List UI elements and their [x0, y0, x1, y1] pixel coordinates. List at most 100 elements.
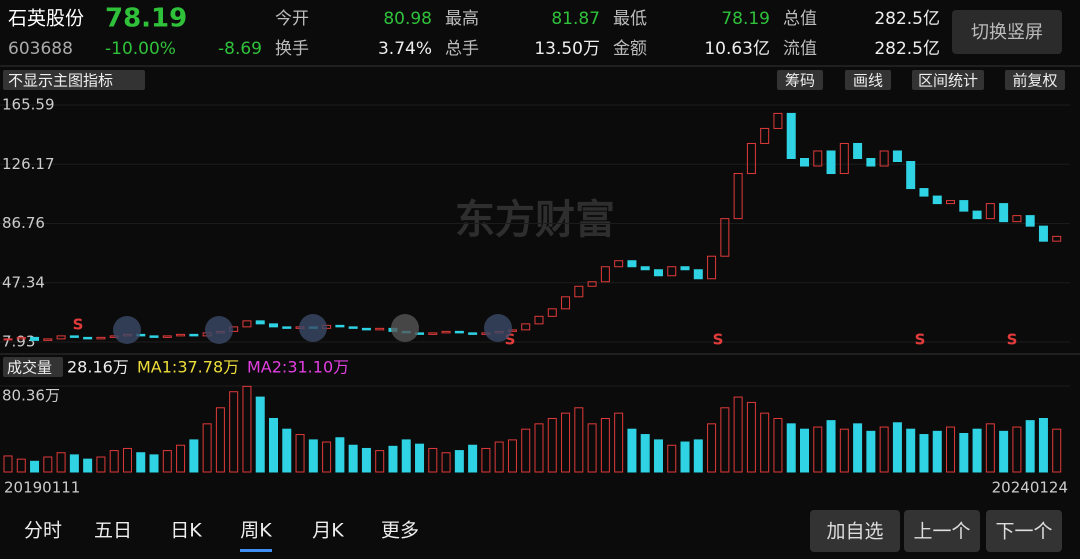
candle: [919, 188, 929, 197]
volume-bar: [507, 439, 517, 473]
volume-bar: [1052, 428, 1062, 473]
indicator-select[interactable]: [3, 70, 145, 90]
candle: [534, 315, 544, 325]
volume-bar: [733, 396, 743, 473]
action-button[interactable]: [810, 510, 900, 552]
volume-bar: [136, 452, 146, 473]
candle: [574, 285, 584, 298]
candle: [959, 200, 969, 212]
candle: [375, 327, 385, 331]
volume-bar: [932, 430, 942, 473]
volume-bar: [282, 428, 292, 473]
volume-bar: [43, 456, 53, 473]
candle: [667, 266, 677, 277]
candle: [348, 326, 358, 329]
candle: [69, 335, 79, 338]
volume-bar: [3, 455, 13, 473]
candle: [468, 332, 478, 335]
stat-label: 总值: [783, 9, 817, 29]
volume-bar: [30, 460, 40, 473]
candle: [441, 330, 451, 334]
volume-bar: [361, 447, 371, 473]
candle: [1038, 225, 1048, 242]
volume-select[interactable]: [3, 357, 63, 377]
volume-bar: [335, 437, 345, 473]
volume-bar: [96, 456, 106, 473]
candle: [760, 127, 770, 144]
stat-value: 282.5亿: [874, 9, 940, 29]
event-icon[interactable]: [391, 314, 419, 342]
tab[interactable]: 更多: [381, 520, 419, 542]
volume-bar: [454, 450, 464, 473]
tab[interactable]: 周K: [240, 520, 272, 542]
volume-bar: [720, 407, 730, 473]
volume-bar: [707, 423, 717, 473]
volume-bar: [308, 439, 318, 473]
candle: [587, 281, 597, 287]
volume-bar: [16, 458, 26, 473]
volume-bar: [481, 447, 491, 473]
toolbar-button[interactable]: [777, 70, 823, 90]
y-tick-label: 86.76: [2, 214, 45, 232]
event-icon[interactable]: [484, 314, 512, 342]
candle: [282, 326, 292, 329]
candle: [547, 308, 557, 317]
candle: [43, 338, 53, 341]
stat-value: 80.98: [383, 9, 432, 29]
event-icon[interactable]: [113, 316, 141, 344]
stat-value: 3.74%: [378, 39, 432, 59]
action-button[interactable]: [904, 510, 980, 552]
volume-bar: [866, 430, 876, 473]
volume-bar: [295, 434, 305, 473]
signal: S: [713, 331, 724, 349]
volume-bar: [853, 423, 863, 473]
volume-bar: [547, 417, 557, 473]
stat-label: 金额: [613, 39, 647, 59]
volume-current: 28.16万: [67, 358, 129, 377]
volume-bar: [627, 428, 637, 473]
tab[interactable]: 月K: [312, 520, 344, 542]
candle: [985, 203, 995, 220]
toolbar-button[interactable]: [912, 70, 984, 90]
indicator-label: 不显示主图指标: [8, 72, 113, 90]
change: -8.69: [218, 39, 262, 59]
volume-bar: [614, 412, 624, 473]
candle: [946, 200, 956, 205]
volume-bar: [149, 454, 159, 473]
candle: [839, 142, 849, 175]
orientation-button[interactable]: [952, 10, 1062, 54]
tab[interactable]: 五日: [94, 520, 132, 542]
signal: S: [1007, 331, 1018, 349]
volume-bar: [109, 450, 119, 473]
candle: [1012, 215, 1022, 223]
candle: [826, 150, 836, 175]
candle: [96, 336, 106, 340]
volume-bar: [269, 417, 278, 473]
tab[interactable]: 分时: [24, 520, 62, 542]
event-icon[interactable]: [205, 316, 233, 344]
volume-bar: [813, 426, 823, 473]
candle: [614, 260, 624, 268]
candle: [3, 338, 13, 341]
action-label: 下一个: [995, 521, 1052, 543]
volume-bar: [162, 450, 172, 473]
volume-bar: [839, 428, 849, 473]
toolbar-button[interactable]: [1005, 70, 1065, 90]
y-tick-label: 126.17: [2, 155, 55, 173]
stat-value: 282.5亿: [874, 39, 940, 59]
signal: S: [73, 316, 84, 334]
toolbar-label: 前复权: [1012, 72, 1057, 90]
tab[interactable]: 日K: [170, 520, 202, 542]
volume-bar: [640, 434, 650, 473]
price-chart: 东方财富 7.93 47.34 86.76 126.17 165.59: [0, 96, 1070, 351]
toolbar: 筹码 画线 区间统计 前复权: [777, 70, 1065, 90]
volume-bar: [322, 441, 332, 473]
candle: [83, 336, 93, 340]
candle: [627, 260, 637, 268]
event-icon[interactable]: [299, 314, 327, 342]
action-button[interactable]: [986, 510, 1062, 552]
volume-bar: [83, 458, 93, 473]
toolbar-button[interactable]: [845, 70, 891, 90]
volume-bar: [415, 443, 425, 473]
volume-ma2: MA2:31.10万: [247, 358, 349, 377]
